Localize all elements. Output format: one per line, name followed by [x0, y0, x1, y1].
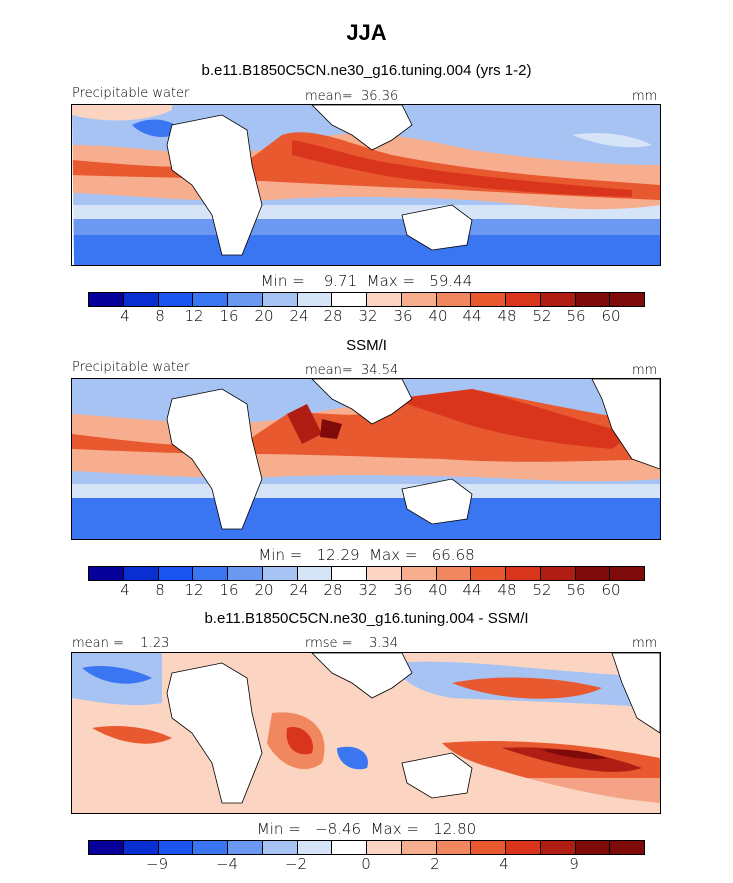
panel1-map [71, 104, 661, 266]
panel3-mean-label: mean = 1.23 [72, 636, 170, 651]
panel1-variable-label: Precipitable water [72, 86, 190, 101]
panel3-colorbar-ticks: −9 −4 −2 0 2 4 9 [88, 855, 643, 875]
panel2-tick: 32 [358, 581, 378, 599]
panel2-tick: 44 [462, 581, 482, 599]
panel3-map [71, 652, 661, 814]
panel2-minmax: Min = 12.29 Max = 66.68 [258, 546, 475, 564]
panel2-tick: 60 [601, 581, 621, 599]
panel1-mean-label: mean= 36.36 [305, 89, 399, 104]
panel2-units-label: mm [632, 363, 658, 378]
panel3-field [72, 653, 660, 813]
panel2-tick: 36 [393, 581, 413, 599]
panel3-tick: −9 [145, 855, 169, 873]
panel1-tick: 24 [289, 307, 309, 325]
panel2-tick: 28 [323, 581, 343, 599]
panel2-tick: 24 [289, 581, 309, 599]
panel1-tick: 56 [566, 307, 586, 325]
panel3-tick: 2 [430, 855, 440, 873]
panel3-tick: −4 [215, 855, 239, 873]
panel2-tick: 48 [497, 581, 517, 599]
panel2-tick: 20 [254, 581, 274, 599]
panel1-units-label: mm [632, 89, 658, 104]
panel1-subtitle: b.e11.B1850C5CN.ne30_g16.tuning.004 (yrs… [201, 62, 532, 79]
panel2-tick: 40 [428, 581, 448, 599]
panel1-tick: 48 [497, 307, 517, 325]
panel3-tick: 0 [361, 855, 371, 873]
panel2-tick: 16 [219, 581, 239, 599]
panel2-tick: 8 [155, 581, 165, 599]
panel1-tick: 4 [120, 307, 130, 325]
figure-title: JJA [346, 20, 387, 45]
panel3-colorbar [88, 840, 645, 855]
panel2-tick: 4 [120, 581, 130, 599]
panel1-tick: 32 [358, 307, 378, 325]
panel1-tick: 44 [462, 307, 482, 325]
panel1-colorbar [88, 292, 645, 307]
panel3-minmax: Min = −8.46 Max = 12.80 [256, 820, 477, 838]
panel1-tick: 8 [155, 307, 165, 325]
panel2-tick: 52 [532, 581, 552, 599]
panel2-tick: 12 [184, 581, 204, 599]
panel2-map [71, 378, 661, 540]
panel2-colorbar [88, 566, 645, 581]
panel1-tick: 52 [532, 307, 552, 325]
panel3-units-label: mm [632, 636, 658, 651]
panel1-tick: 28 [323, 307, 343, 325]
panel2-subtitle: SSM/I [346, 337, 387, 354]
panel3-tick: 4 [499, 855, 509, 873]
panel1-tick: 40 [428, 307, 448, 325]
panel3-tick: −2 [284, 855, 308, 873]
panel2-tick: 56 [566, 581, 586, 599]
panel1-tick: 60 [601, 307, 621, 325]
panel1-tick: 36 [393, 307, 413, 325]
panel1-field [72, 105, 660, 265]
panel2-mean-label: mean= 34.54 [305, 363, 399, 378]
panel2-colorbar-ticks: 4 8 12 16 20 24 28 32 36 40 44 48 52 56 … [88, 581, 643, 601]
panel3-rmse-label: rmse = 3.34 [305, 636, 399, 651]
panel1-tick: 12 [184, 307, 204, 325]
panel3-tick: 9 [569, 855, 579, 873]
panel1-minmax: Min = 9.71 Max = 59.44 [260, 272, 473, 290]
panel3-subtitle: b.e11.B1850C5CN.ne30_g16.tuning.004 - SS… [204, 610, 529, 627]
panel2-variable-label: Precipitable water [72, 360, 190, 375]
panel1-tick: 16 [219, 307, 239, 325]
panel2-field [72, 379, 660, 539]
panel1-colorbar-ticks: 4 8 12 16 20 24 28 32 36 40 44 48 52 56 … [88, 307, 643, 327]
panel1-tick: 20 [254, 307, 274, 325]
